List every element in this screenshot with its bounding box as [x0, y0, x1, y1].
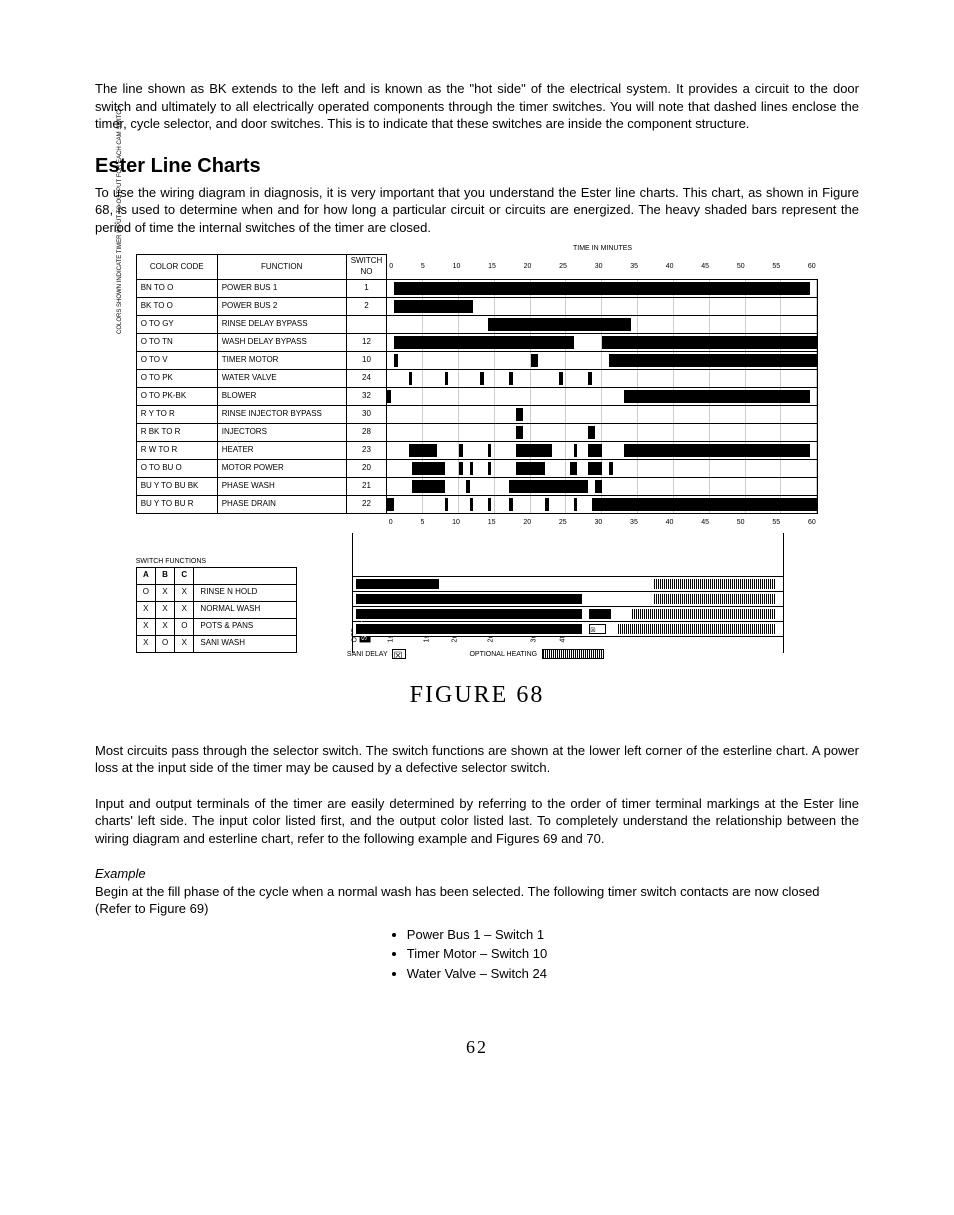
section-heading: Ester Line Charts	[95, 153, 859, 180]
switch-list-wrap: Power Bus 1 – Switch 1Timer Motor – Swit…	[95, 918, 859, 985]
side-label: COLORS SHOWN INDICATE TIMER INPUT TO OUT…	[116, 106, 124, 334]
table-row: O TO PK-BKBLOWER32	[136, 387, 818, 405]
table-row: BK TO OPOWER BUS 22	[136, 297, 818, 315]
th-sw: SWITCH NO	[346, 255, 387, 280]
example: Example Begin at the fill phase of the c…	[95, 865, 859, 918]
table-row: O TO BU OMOTOR POWER20	[136, 459, 818, 477]
sf-rows: OXXRINSE N HOLDXXXNORMAL WASHXXOPOTS & P…	[136, 584, 297, 652]
table-row: O TO VTIMER MOTOR10	[136, 351, 818, 369]
table-row: O TO PKWATER VALVE24	[136, 369, 818, 387]
sf-row: OXXRINSE N HOLD	[136, 584, 297, 601]
table-row: R BK TO RINJECTORS28	[136, 423, 818, 441]
th-func: FUNCTION	[217, 255, 346, 280]
table-row: BU Y TO BU BKPHASE WASH21	[136, 477, 818, 495]
sf-row: XXOPOTS & PANS	[136, 618, 297, 635]
table-row: R Y TO RRINSE INJECTOR BYPASS30	[136, 405, 818, 423]
sf-row: XXXNORMAL WASH	[136, 601, 297, 618]
sf-title: SWITCH FUNCTIONS	[136, 557, 352, 566]
sf-row: XOXSANI WASH	[136, 635, 297, 652]
example-label: Example	[95, 866, 146, 881]
para-2: Most circuits pass through the selector …	[95, 742, 859, 777]
page-number: 62	[95, 1035, 859, 1059]
sf-bar-rows: ☒	[352, 576, 783, 636]
example-text: Begin at the fill phase of the cycle whe…	[95, 884, 820, 917]
time-scale-bottom: 051015202530354045505560	[387, 518, 818, 527]
list-item: Power Bus 1 – Switch 1	[407, 926, 547, 944]
switch-list: Power Bus 1 – Switch 1Timer Motor – Swit…	[407, 924, 547, 985]
time-scale-top: 051015202530354045505560	[387, 262, 818, 271]
timing-table: COLOR CODE FUNCTION SWITCH NO TIME IN MI…	[136, 254, 819, 531]
table-row: BN TO OPOWER BUS 11	[136, 279, 818, 297]
table-row: O TO TNWASH DELAY BYPASS12	[136, 333, 818, 351]
sf-bars: ☒	[352, 576, 784, 637]
para-3: Input and output terminals of the timer …	[95, 795, 859, 848]
list-item: Water Valve – Switch 24	[407, 965, 547, 983]
switch-func-table: A B C OXXRINSE N HOLDXXXNORMAL WASHXXOPO…	[136, 567, 298, 653]
table-row: BU Y TO BU RPHASE DRAIN22	[136, 495, 818, 513]
th-time: TIME IN MINUTES 051015202530354045505560	[387, 255, 818, 280]
intro-paragraph: The line shown as BK extends to the left…	[95, 80, 859, 133]
figure-title: FIGURE 68	[95, 679, 859, 711]
ester-chart: COLORS SHOWN INDICATE TIMER INPUT TO OUT…	[95, 254, 859, 659]
list-item: Timer Motor – Switch 10	[407, 945, 547, 963]
table-row: R W TO RHEATER23	[136, 441, 818, 459]
table-row: O TO GYRINSE DELAY BYPASS	[136, 315, 818, 333]
th-color: COLOR CODE	[136, 255, 217, 280]
section-paragraph: To use the wiring diagram in diagnosis, …	[95, 184, 859, 237]
timing-rows: BN TO OPOWER BUS 11BK TO OPOWER BUS 22O …	[136, 279, 818, 513]
